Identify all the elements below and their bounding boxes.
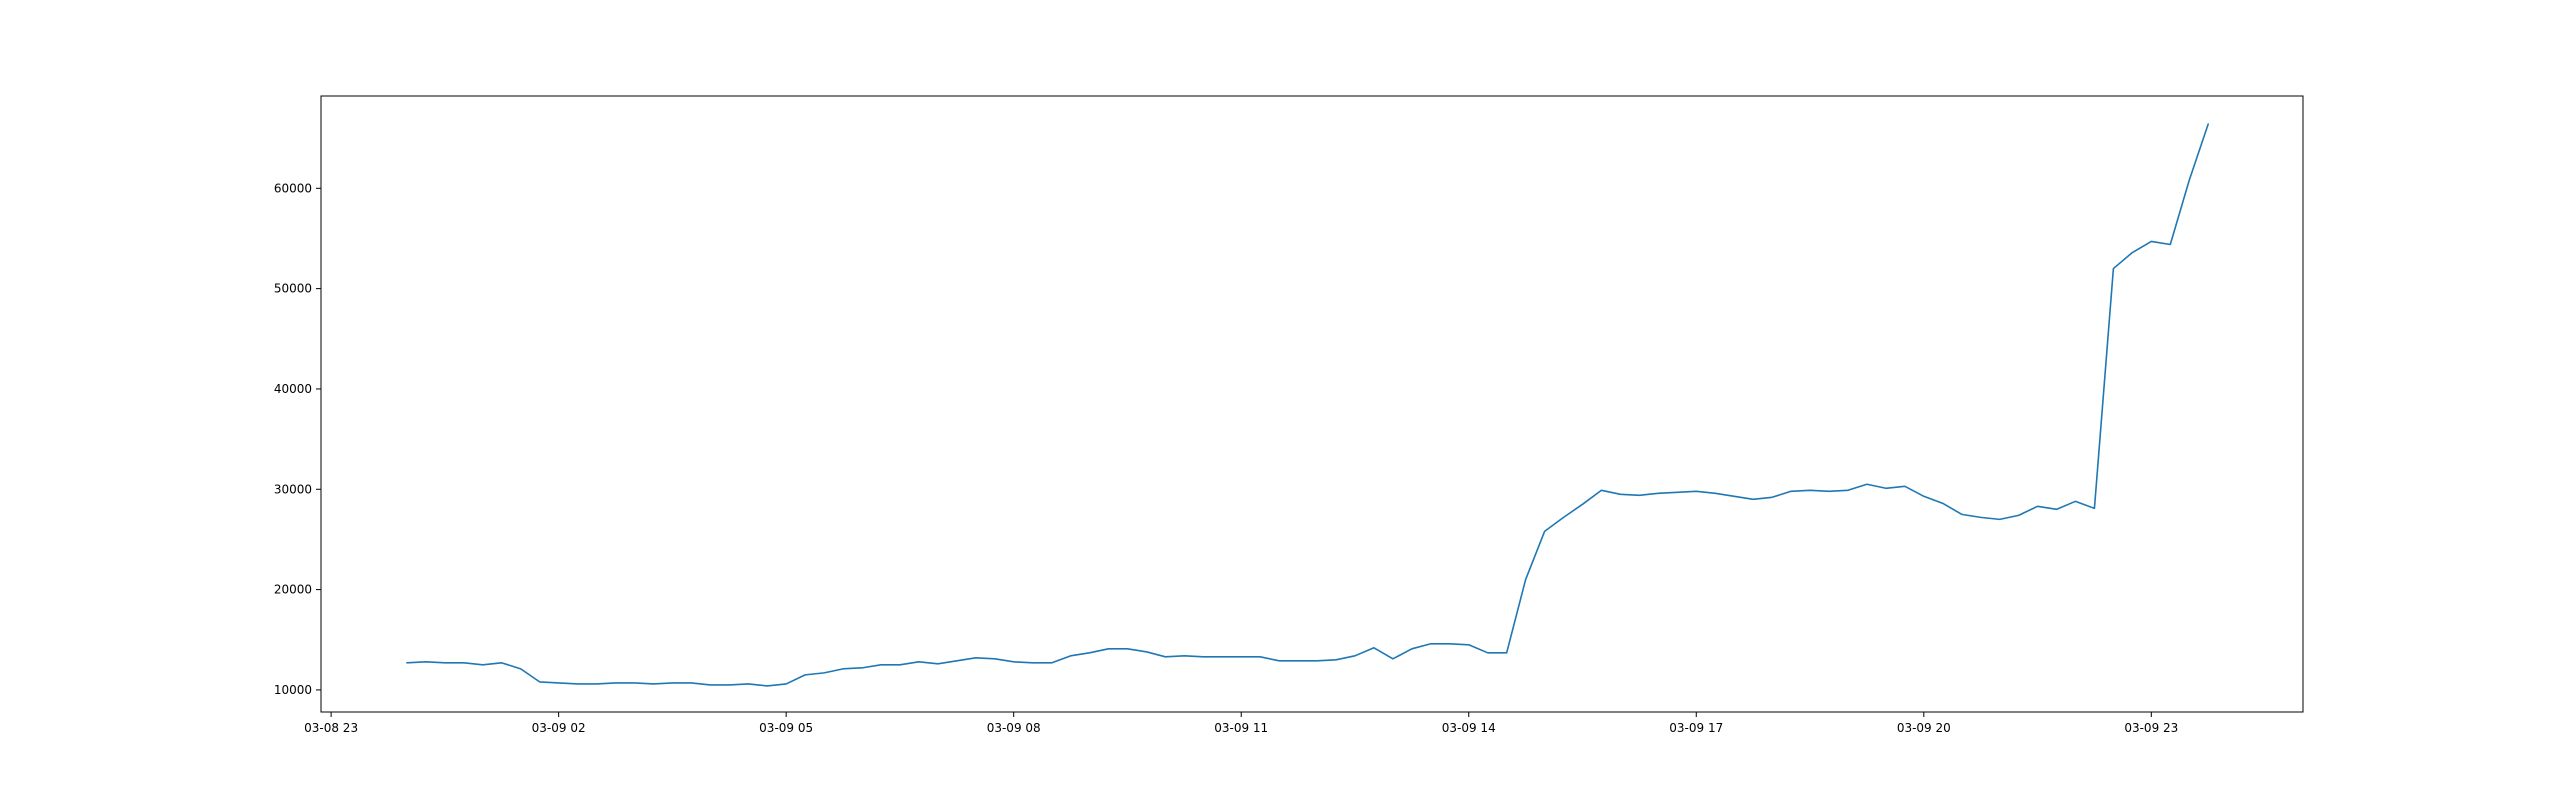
y-tick-label: 20000 xyxy=(274,583,312,597)
x-tick-label: 03-09 02 xyxy=(532,721,586,735)
y-tick-label: 10000 xyxy=(274,683,312,697)
x-tick-label: 03-09 23 xyxy=(2124,721,2178,735)
x-tick-label: 03-09 17 xyxy=(1669,721,1723,735)
x-tick-label: 03-09 11 xyxy=(1214,721,1268,735)
x-tick-label: 03-09 14 xyxy=(1442,721,1496,735)
axes-frame xyxy=(320,95,2304,713)
y-tick-label: 30000 xyxy=(274,482,312,496)
x-tick-label: 03-09 20 xyxy=(1897,721,1951,735)
y-tick-label: 60000 xyxy=(274,181,312,195)
x-axis: 03-08 23 03-09 02 03-09 05 03-09 08 03-09 11… xyxy=(304,712,2178,735)
series-line-0 xyxy=(406,123,2209,687)
x-tick-label: 03-08 23 xyxy=(304,721,358,735)
x-tick-label: 03-09 05 xyxy=(759,721,813,735)
y-axis: 10000 20000 30000 40000 50000 60000 xyxy=(274,181,321,697)
y-tick-label: 40000 xyxy=(274,382,312,396)
plot-area xyxy=(320,95,2304,713)
y-tick-label: 50000 xyxy=(274,282,312,296)
x-tick-label: 03-09 08 xyxy=(987,721,1041,735)
